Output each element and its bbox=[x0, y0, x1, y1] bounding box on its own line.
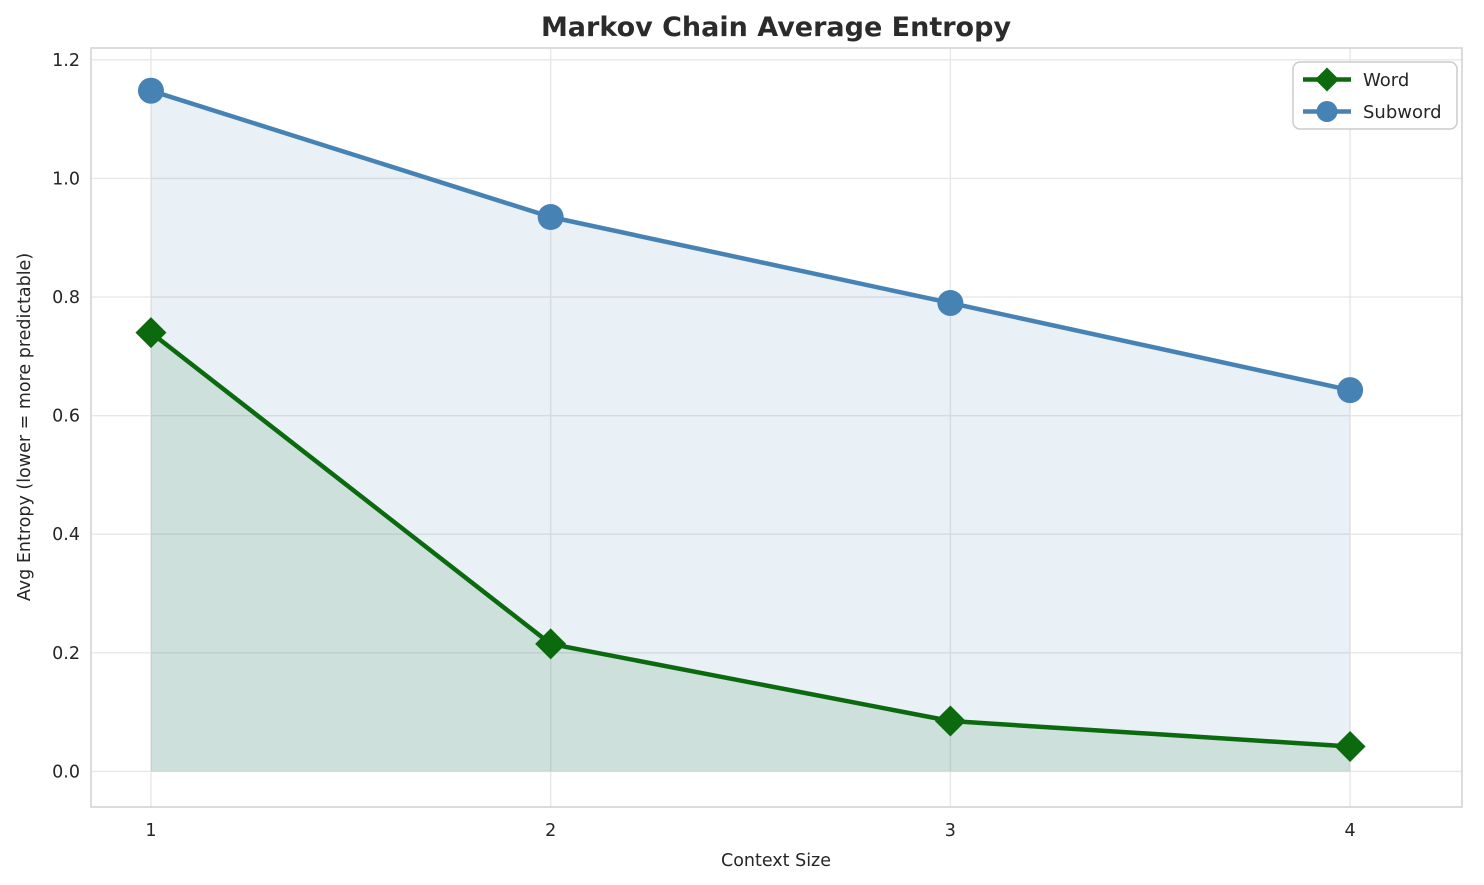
legend-subword-circle-icon bbox=[1316, 101, 1338, 122]
series-subword-point bbox=[937, 289, 964, 316]
series-subword-area bbox=[150, 90, 1351, 772]
series-subword-point bbox=[537, 203, 564, 230]
legend-entry-subword: Subword bbox=[1303, 101, 1442, 123]
y-tick-label: 0.8 bbox=[52, 288, 80, 308]
series-word-point bbox=[934, 705, 966, 737]
series-subword-point bbox=[137, 77, 164, 104]
y-tick-label: 0.6 bbox=[52, 407, 80, 427]
x-tick-label: 4 bbox=[1345, 821, 1356, 841]
plot-area: 0.0 0.2 0.4 0.6 0.8 1.0 1.2 1 2 3 4 bbox=[52, 47, 1463, 841]
x-tick-label: 1 bbox=[145, 821, 156, 841]
legend-entry-word: Word bbox=[1303, 67, 1409, 92]
series-subword-point bbox=[1337, 377, 1364, 404]
series-word-point bbox=[535, 628, 567, 660]
legend-subword-label: Subword bbox=[1363, 102, 1442, 123]
legend-word-label: Word bbox=[1363, 70, 1409, 91]
series-word-line bbox=[148, 330, 1353, 749]
series-word-point bbox=[1334, 731, 1366, 763]
y-tick-label: 0.0 bbox=[52, 762, 80, 782]
y-tick-label: 0.4 bbox=[52, 525, 80, 545]
chart-title: Markov Chain Average Entropy bbox=[541, 12, 1012, 43]
series-word-point bbox=[135, 317, 167, 349]
plot-border bbox=[90, 47, 1463, 808]
y-tick-label: 0.2 bbox=[52, 644, 80, 664]
legend: Word Subword bbox=[1292, 61, 1458, 130]
series-word-area bbox=[150, 332, 1351, 772]
x-axis-label: Context Size bbox=[721, 851, 831, 871]
series-subword-line bbox=[148, 88, 1353, 393]
y-axis-label: Avg Entropy (lower = more predictable) bbox=[15, 253, 35, 601]
y-tick-label: 1.0 bbox=[52, 169, 80, 189]
legend-word-diamond-icon bbox=[1315, 67, 1339, 92]
x-tick-label: 2 bbox=[545, 821, 556, 841]
y-tick-label: 1.2 bbox=[52, 51, 80, 71]
x-tick-label: 3 bbox=[945, 821, 956, 841]
